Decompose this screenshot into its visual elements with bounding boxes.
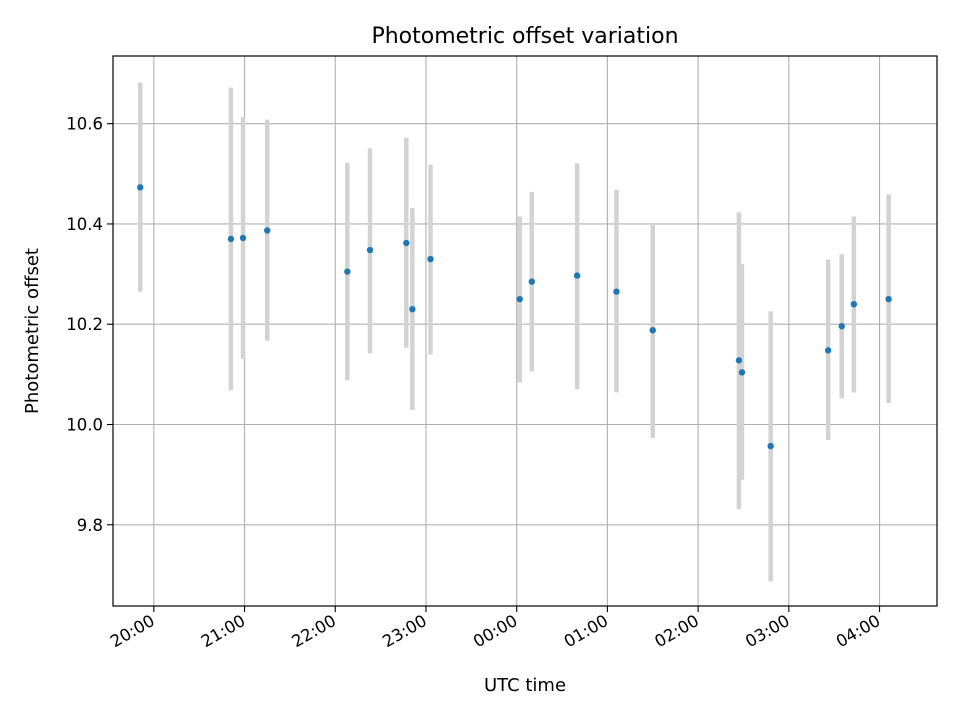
data-point bbox=[403, 239, 410, 247]
data-point bbox=[137, 184, 144, 191]
x-tick-label: 22:00 bbox=[289, 611, 340, 651]
x-tick-label: 00:00 bbox=[470, 611, 521, 651]
data-point bbox=[409, 305, 416, 313]
errorbars bbox=[137, 82, 891, 582]
data-point bbox=[649, 327, 656, 334]
x-axis-ticks: 20:00 21:00 22:00 23:00 00:00 01:00 02:00 03:00… bbox=[107, 606, 884, 651]
data-point bbox=[528, 278, 536, 285]
data-point bbox=[838, 323, 845, 330]
data-point bbox=[767, 442, 774, 450]
x-tick-label: 23:00 bbox=[379, 611, 430, 651]
data-point bbox=[573, 272, 581, 279]
data-point bbox=[738, 369, 746, 376]
chart-title: Photometric offset variation bbox=[371, 24, 678, 49]
data-point bbox=[264, 227, 271, 234]
data-point bbox=[824, 347, 832, 354]
x-tick-label: 03:00 bbox=[742, 611, 793, 651]
data-point bbox=[239, 234, 247, 242]
y-axis-label: Photometric offset bbox=[22, 248, 43, 414]
data-points bbox=[137, 184, 892, 450]
data-point bbox=[735, 357, 743, 364]
x-tick-label: 20:00 bbox=[107, 611, 158, 651]
data-point bbox=[366, 246, 374, 254]
data-point bbox=[227, 235, 235, 243]
plot-area-frame bbox=[112, 55, 938, 607]
y-axis-ticks: 9.8 10.0 10.2 10.4 10.6 bbox=[66, 115, 113, 535]
data-point bbox=[344, 268, 351, 275]
data-point bbox=[427, 255, 434, 263]
y-tick-label: 10.6 bbox=[66, 115, 103, 134]
data-point bbox=[850, 300, 858, 308]
y-tick-label: 9.8 bbox=[77, 516, 103, 535]
x-tick-label: 21:00 bbox=[198, 611, 249, 651]
x-axis-label: UTC time bbox=[484, 675, 566, 696]
data-point bbox=[613, 288, 620, 295]
x-tick-label: 02:00 bbox=[651, 611, 702, 651]
y-tick-label: 10.4 bbox=[66, 215, 103, 234]
y-tick-label: 10.2 bbox=[66, 315, 103, 334]
x-tick-label: 01:00 bbox=[561, 611, 612, 651]
data-point bbox=[516, 295, 523, 303]
x-tick-label: 04:00 bbox=[833, 611, 884, 651]
data-point bbox=[885, 295, 892, 303]
grid bbox=[113, 56, 937, 606]
y-tick-label: 10.0 bbox=[66, 416, 103, 435]
